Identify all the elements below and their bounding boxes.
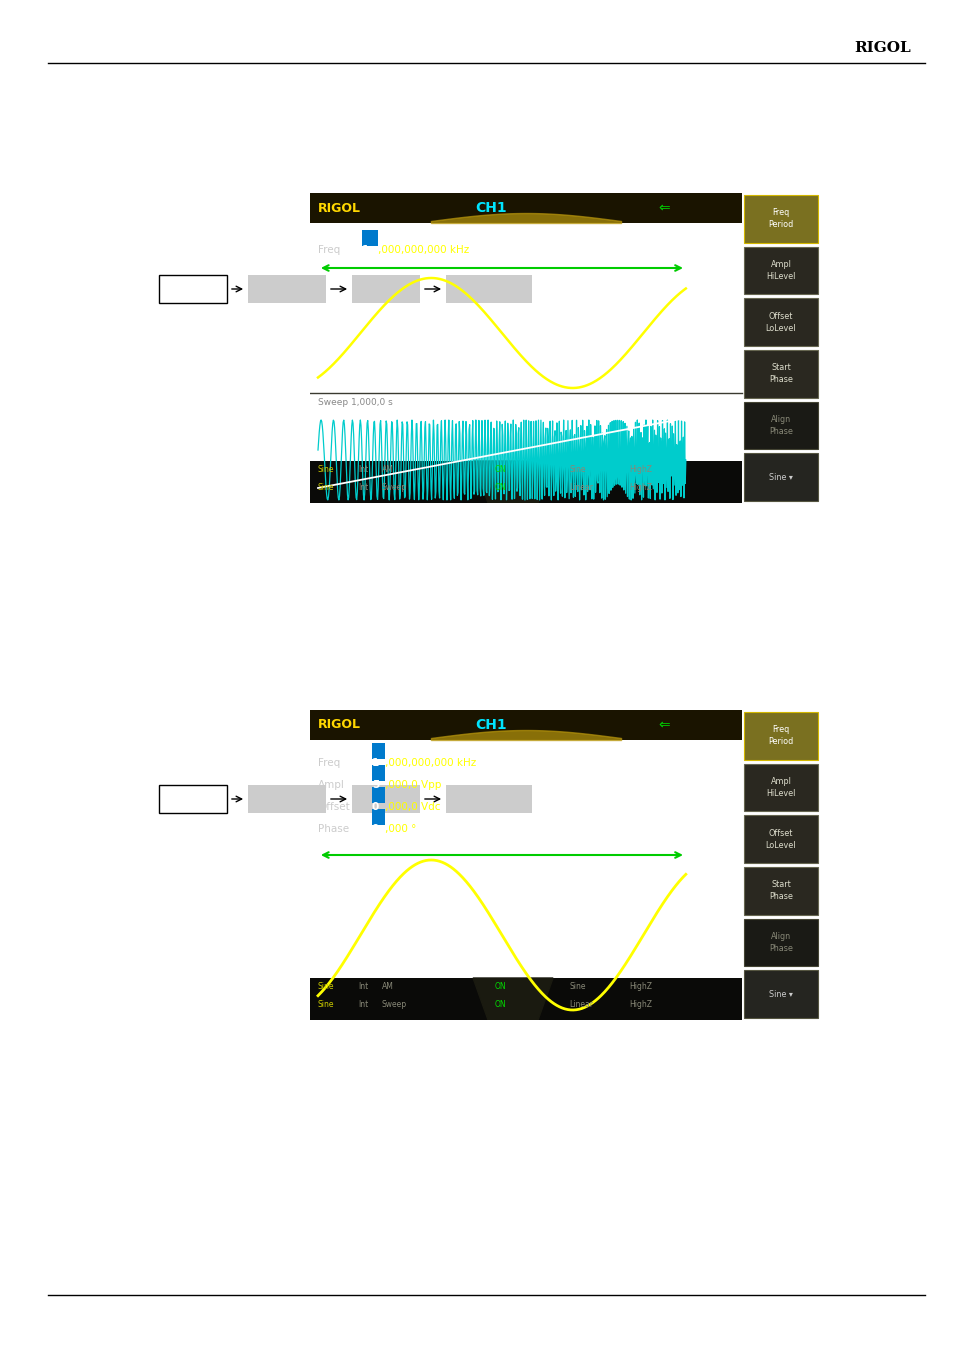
Bar — [248, 275, 326, 303]
Text: Start
Phase: Start Phase — [768, 880, 792, 902]
Text: 1: 1 — [361, 245, 369, 255]
Bar — [446, 275, 532, 303]
Text: 0: 0 — [372, 802, 379, 811]
Text: AM: AM — [381, 465, 394, 474]
Bar — [352, 785, 419, 813]
Text: Int: Int — [357, 981, 368, 991]
Bar — [743, 453, 817, 501]
Text: Freq: Freq — [317, 758, 340, 768]
Bar — [159, 785, 227, 813]
Text: RIGOL: RIGOL — [854, 40, 910, 55]
Text: Ampl
HiLevel: Ampl HiLevel — [765, 776, 795, 798]
Bar — [310, 193, 741, 222]
Bar — [446, 785, 532, 813]
Bar — [743, 350, 817, 398]
Bar — [743, 298, 817, 346]
Text: ON: ON — [495, 981, 506, 991]
Text: Offset
LoLevel: Offset LoLevel — [765, 311, 796, 333]
Text: AM: AM — [381, 981, 394, 991]
Text: Align
Phase: Align Phase — [768, 931, 792, 953]
Text: Int: Int — [357, 465, 368, 474]
Bar — [310, 461, 741, 503]
Text: Sweep: Sweep — [381, 1000, 407, 1010]
Text: Ampl
HiLevel: Ampl HiLevel — [765, 260, 795, 280]
Text: CH1: CH1 — [476, 718, 507, 732]
Text: Ampl: Ampl — [317, 780, 345, 790]
Text: Sine ▾: Sine ▾ — [768, 473, 792, 481]
Text: ,000,000,000 kHz: ,000,000,000 kHz — [385, 758, 476, 768]
Text: Linear: Linear — [569, 1000, 593, 1010]
Text: ,000,0 Vdc: ,000,0 Vdc — [385, 802, 440, 811]
Text: Offset
LoLevel: Offset LoLevel — [765, 829, 796, 849]
Text: HighZ: HighZ — [629, 465, 652, 474]
Text: ,000,000,000 kHz: ,000,000,000 kHz — [377, 245, 469, 255]
Text: 5: 5 — [372, 780, 379, 790]
Text: Sine: Sine — [317, 981, 335, 991]
Text: ON: ON — [495, 465, 506, 474]
Text: Align
Phase: Align Phase — [768, 415, 792, 435]
Text: Sine: Sine — [317, 483, 335, 492]
Text: ON: ON — [495, 1000, 506, 1010]
Bar — [372, 766, 385, 780]
Bar — [743, 402, 817, 449]
Bar — [248, 785, 326, 813]
Text: ON: ON — [495, 483, 506, 492]
Bar — [743, 867, 817, 915]
Text: HighZ: HighZ — [629, 483, 652, 492]
Text: Freq
Period: Freq Period — [767, 209, 793, 229]
Bar — [372, 809, 385, 825]
Text: Sine: Sine — [569, 465, 585, 474]
Text: Linear: Linear — [569, 483, 593, 492]
Polygon shape — [473, 979, 553, 1020]
Bar — [743, 816, 817, 863]
Text: Sine: Sine — [317, 1000, 335, 1010]
Bar — [743, 764, 817, 811]
Text: ⇐: ⇐ — [658, 201, 669, 214]
Text: Sweep 1,000,0 s: Sweep 1,000,0 s — [317, 398, 393, 407]
Bar — [372, 743, 385, 759]
Text: ,000,0 Vpp: ,000,0 Vpp — [385, 780, 441, 790]
Text: ,000 °: ,000 ° — [385, 824, 416, 834]
Bar — [159, 275, 227, 303]
Bar — [743, 971, 817, 1018]
Bar — [743, 712, 817, 760]
Text: Int: Int — [357, 1000, 368, 1010]
Text: CH1: CH1 — [476, 201, 507, 214]
Bar — [352, 275, 419, 303]
Text: RIGOL: RIGOL — [317, 718, 360, 732]
Text: RIGOL: RIGOL — [317, 201, 360, 214]
Bar — [743, 195, 817, 243]
Text: HighZ: HighZ — [629, 981, 652, 991]
Text: Sine ▾: Sine ▾ — [768, 989, 792, 999]
Bar — [310, 979, 741, 1020]
Text: ⇐: ⇐ — [658, 718, 669, 732]
Polygon shape — [473, 461, 553, 503]
Bar — [372, 787, 385, 803]
Bar — [310, 710, 741, 740]
Text: Sine: Sine — [569, 981, 585, 991]
Text: Start
Phase: Start Phase — [768, 364, 792, 384]
Bar — [743, 247, 817, 294]
Text: Sine: Sine — [317, 465, 335, 474]
Text: 0: 0 — [372, 824, 379, 834]
Text: Freq: Freq — [317, 245, 340, 255]
Text: Sweep: Sweep — [381, 483, 407, 492]
Text: 1: 1 — [372, 758, 379, 768]
Text: Freq
Period: Freq Period — [767, 725, 793, 747]
Text: Offset: Offset — [317, 802, 350, 811]
Text: Int: Int — [357, 483, 368, 492]
Text: HighZ: HighZ — [629, 1000, 652, 1010]
Bar — [361, 231, 377, 245]
Bar — [743, 919, 817, 967]
Text: Phase: Phase — [317, 824, 349, 834]
